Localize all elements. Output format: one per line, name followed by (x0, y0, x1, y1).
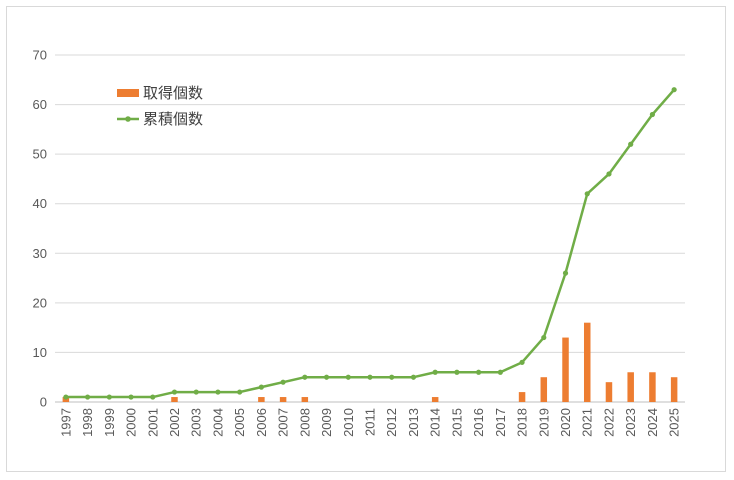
legend-swatch-bar (117, 89, 139, 97)
point-2004 (215, 389, 221, 395)
y-tick-label: 10 (33, 345, 47, 360)
gridlines (55, 54, 685, 403)
point-2023 (628, 141, 634, 147)
combo-chart: 0 10 20 30 40 50 60 70 1997 1998 1999 2000 2001 2002… (33, 48, 685, 437)
x-tick-label: 2010 (341, 408, 356, 437)
point-2018 (519, 359, 525, 365)
cumulative-line (65, 88, 676, 399)
point-2022 (606, 171, 612, 177)
point-2011 (367, 374, 373, 380)
point-2020 (562, 270, 569, 276)
bar-2008 (301, 397, 309, 402)
point-1998 (84, 394, 91, 400)
x-tick-label: 2007 (276, 408, 291, 437)
x-tick-label: 2008 (297, 408, 312, 437)
bar-2006 (258, 397, 265, 402)
y-tick-label: 70 (33, 48, 47, 63)
x-tick-label: 2024 (645, 408, 660, 437)
x-tick-label: 2019 (536, 408, 551, 437)
legend-label-line: 累積個数 (143, 111, 203, 128)
point-2014 (432, 369, 438, 375)
x-tick-label: 2013 (406, 408, 421, 437)
legend-label-bar: 取得個数 (143, 85, 203, 102)
point-2010 (345, 374, 351, 380)
y-tick-label: 30 (33, 246, 47, 261)
x-tick-label: 2017 (493, 408, 508, 437)
point-2024 (649, 111, 656, 118)
chart-frame: 0 10 20 30 40 50 60 70 1997 1998 1999 2000 2001 2002… (6, 6, 726, 472)
x-tick-label: 2015 (449, 408, 464, 437)
y-axis-tick-labels: 0 10 20 30 40 50 60 70 (33, 48, 47, 410)
x-tick-label: 2021 (580, 408, 595, 437)
point-2021 (584, 191, 590, 197)
bar-2025 (670, 377, 678, 402)
point-2012 (389, 374, 395, 380)
x-tick-label: 2004 (210, 408, 225, 437)
x-tick-label: 2020 (558, 408, 573, 437)
x-tick-label: 2000 (124, 408, 139, 437)
x-tick-label: 2001 (145, 408, 160, 437)
point-2005 (237, 389, 243, 395)
legend-swatch-marker (125, 116, 131, 122)
bar-2018 (518, 392, 526, 402)
point-2015 (454, 369, 460, 375)
point-2000 (128, 394, 134, 400)
x-axis-tick-labels: 1997 1998 1999 2000 2001 2002 2003 2004 2005 2006… (58, 408, 681, 437)
point-2008 (302, 374, 308, 380)
x-tick-label: 2014 (428, 408, 443, 437)
y-tick-label: 0 (40, 395, 47, 410)
point-2017 (497, 369, 503, 375)
point-2007 (280, 379, 286, 385)
point-1999 (106, 394, 112, 400)
x-tick-label: 2003 (189, 408, 204, 437)
y-tick-label: 50 (33, 147, 47, 162)
bar-2023 (627, 372, 634, 402)
x-tick-label: 1999 (102, 408, 117, 437)
bar-2020 (562, 337, 569, 402)
bar-series-acquired (62, 322, 678, 402)
bar-2024 (649, 372, 656, 402)
point-2016 (476, 369, 482, 375)
x-tick-label: 2022 (601, 408, 616, 437)
x-tick-label: 2006 (254, 408, 269, 437)
y-tick-label: 60 (33, 97, 47, 112)
legend: 取得個数 累積個数 (117, 85, 203, 128)
x-tick-label: 2005 (232, 408, 247, 437)
point-2001 (150, 394, 156, 400)
x-tick-label: 2011 (363, 408, 378, 436)
point-2002 (171, 389, 178, 395)
point-2013 (410, 374, 417, 380)
bar-2014 (431, 397, 439, 402)
x-tick-label: 2023 (623, 408, 638, 437)
point-2019 (541, 334, 547, 341)
point-2003 (193, 389, 199, 395)
bar-2021 (583, 322, 591, 402)
x-tick-label: 2025 (667, 408, 682, 437)
x-tick-label: 2002 (167, 408, 182, 437)
bar-2007 (279, 397, 287, 402)
x-tick-label: 2018 (515, 408, 530, 437)
point-2025 (671, 87, 677, 93)
bar-2002 (171, 397, 178, 402)
x-tick-label: 2012 (384, 408, 399, 437)
point-1997 (63, 394, 69, 400)
y-tick-label: 40 (33, 196, 47, 211)
y-tick-label: 20 (33, 295, 47, 310)
x-tick-label: 2016 (471, 408, 486, 437)
point-2006 (258, 384, 264, 390)
x-tick-label: 1998 (80, 408, 95, 437)
x-tick-label: 2009 (319, 408, 334, 437)
x-tick-label: 1997 (58, 408, 73, 437)
bar-2019 (540, 377, 548, 402)
line-series-cumulative (63, 87, 677, 400)
bar-2022 (605, 382, 613, 402)
point-2009 (323, 374, 330, 380)
